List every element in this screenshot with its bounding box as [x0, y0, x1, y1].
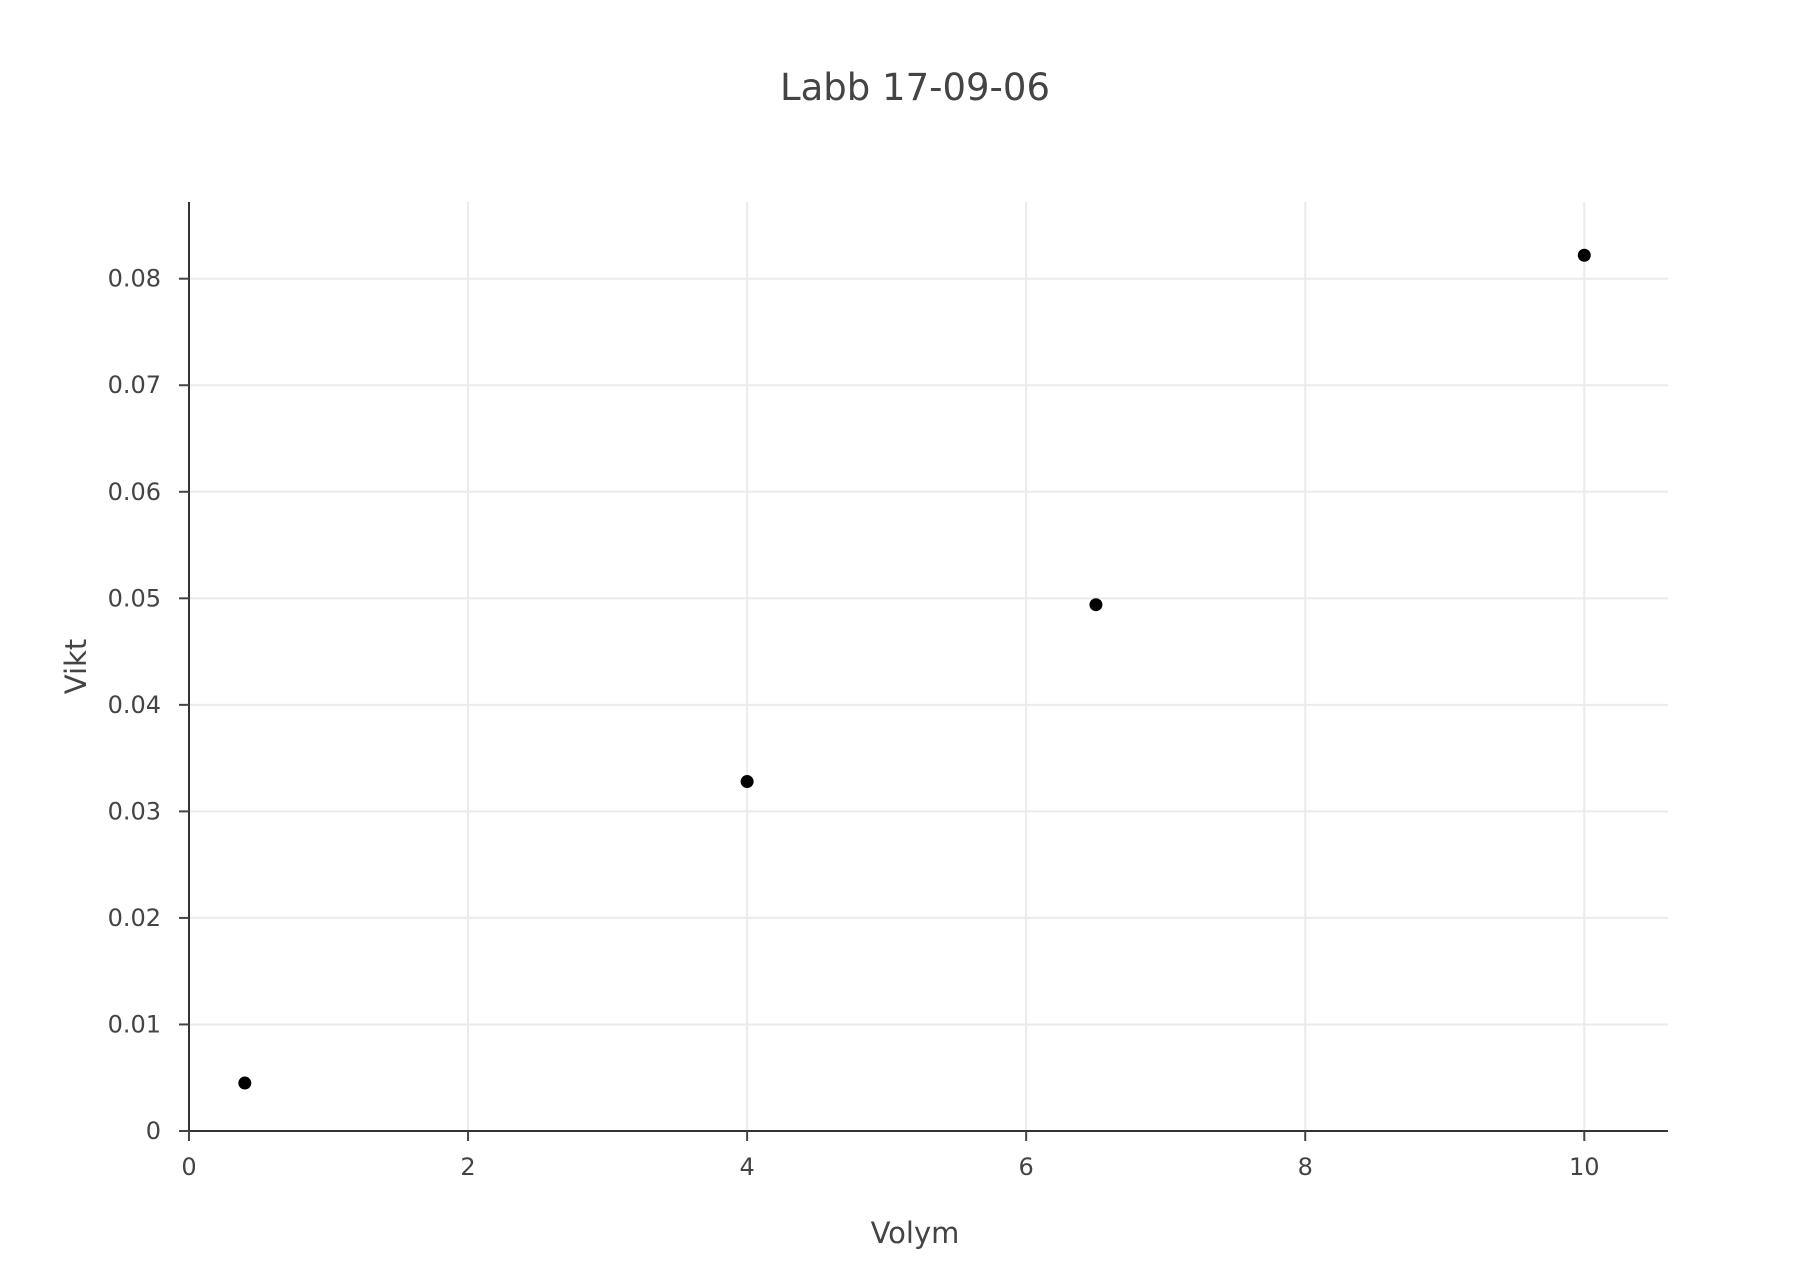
gridlines [189, 202, 1668, 1131]
x-tick-label: 8 [1298, 1153, 1313, 1181]
x-tick-label: 4 [739, 1153, 754, 1181]
y-tick-label: 0.05 [108, 584, 161, 612]
data-point[interactable] [1089, 598, 1103, 612]
data-points [238, 248, 1591, 1090]
x-tick-label: 10 [1569, 1153, 1600, 1181]
x-tick-label: 0 [181, 1153, 196, 1181]
x-tick-label: 6 [1019, 1153, 1034, 1181]
axes [188, 202, 1668, 1132]
ticks: 0 2 4 6 8 10 0 0.01 0.02 0.03 0.04 0.05 0.06 0.07 0.08 [108, 265, 1600, 1181]
x-axis-title: Volym [871, 1216, 960, 1250]
y-tick-label: 0.02 [108, 904, 161, 932]
data-point[interactable] [740, 775, 754, 789]
y-tick-label: 0.03 [108, 797, 161, 825]
y-tick-label: 0.08 [108, 265, 161, 293]
data-point[interactable] [238, 1076, 252, 1090]
y-tick-label: 0.06 [108, 478, 161, 506]
x-tick-label: 2 [460, 1153, 475, 1181]
chart-title: Labb 17-09-06 [780, 66, 1050, 109]
y-tick-label: 0.01 [108, 1010, 161, 1038]
y-tick-label: 0.04 [108, 691, 161, 719]
y-axis-title: Vikt [59, 639, 93, 694]
data-point[interactable] [1577, 248, 1591, 262]
y-tick-label: 0 [146, 1117, 161, 1145]
y-tick-label: 0.07 [108, 371, 161, 399]
